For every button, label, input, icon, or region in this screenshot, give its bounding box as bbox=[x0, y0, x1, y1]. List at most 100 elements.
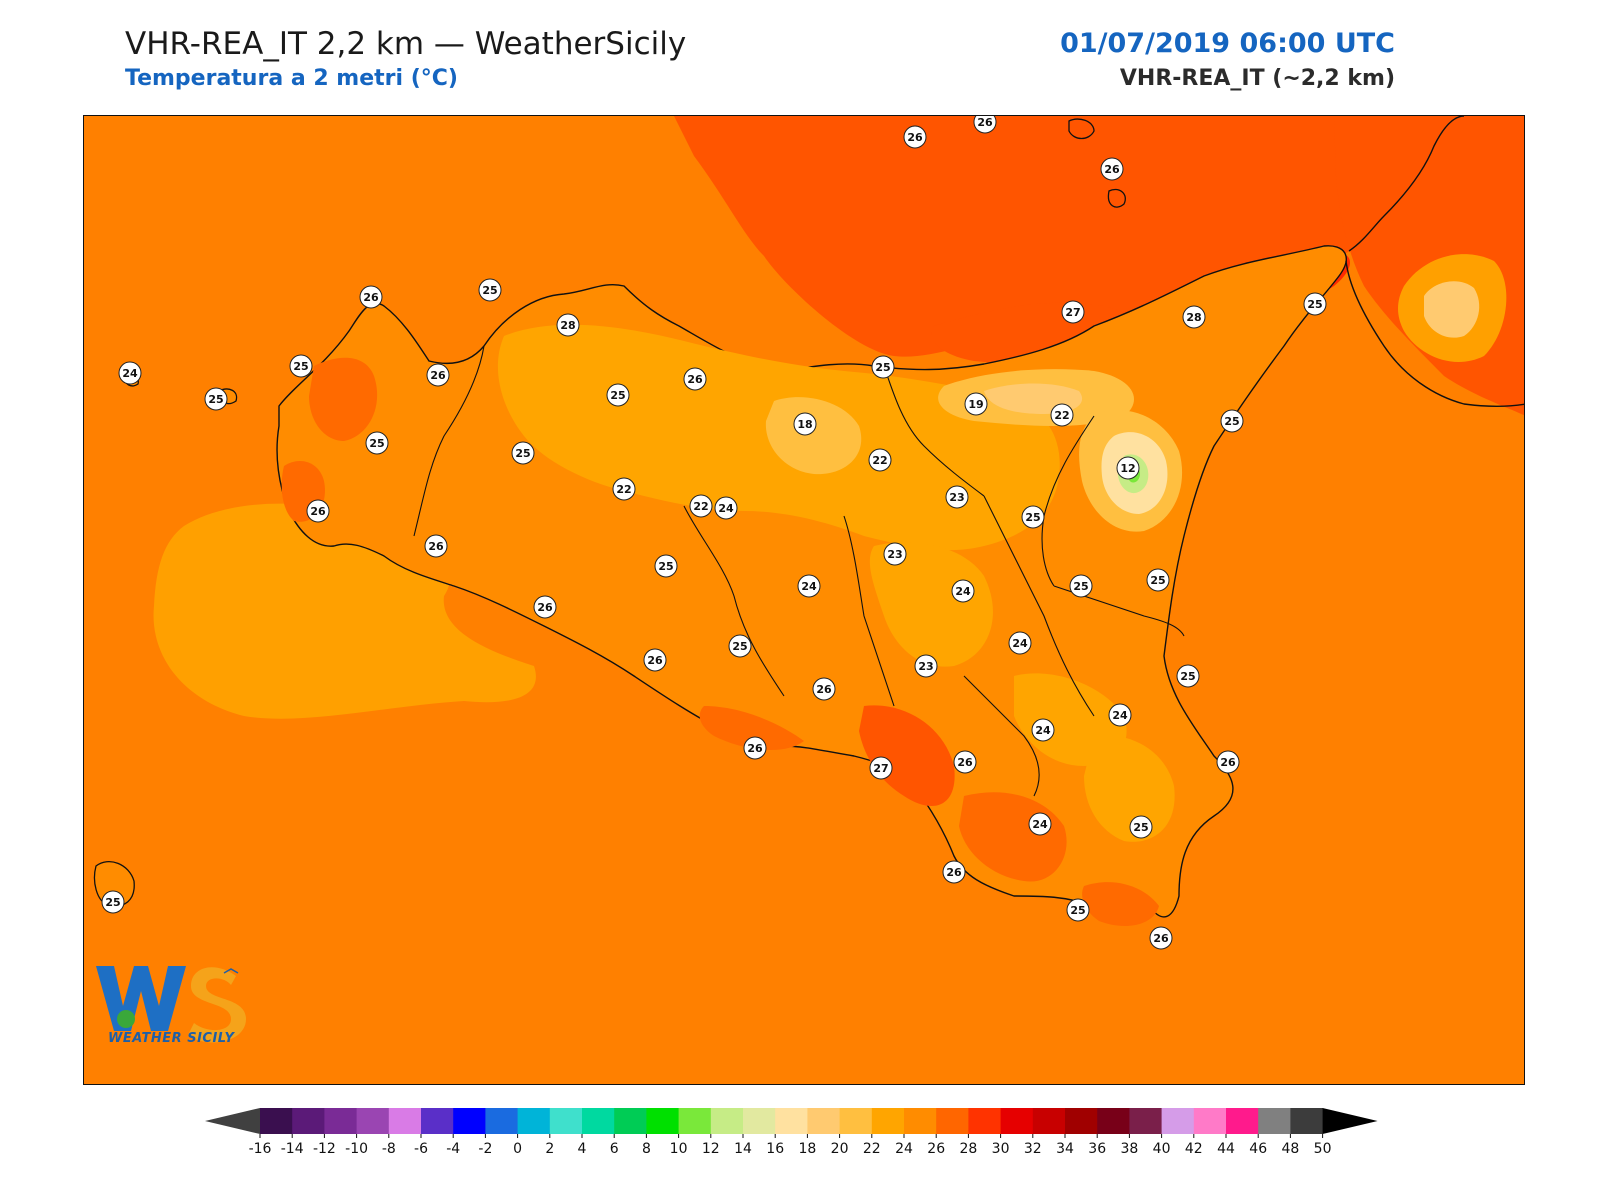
station-value: 25 bbox=[1307, 298, 1322, 311]
colorbar-tick-label: -16 bbox=[249, 1141, 272, 1157]
colorbar-segments bbox=[205, 1108, 1378, 1134]
colorbar-tick-label: 8 bbox=[642, 1141, 651, 1157]
station-marker: 25 bbox=[204, 387, 228, 411]
station-marker: 25 bbox=[1146, 568, 1170, 592]
colorbar-tick-label: 34 bbox=[1056, 1141, 1074, 1157]
station-circle bbox=[743, 736, 767, 760]
colorbar-segment bbox=[485, 1108, 519, 1134]
station-value: 23 bbox=[949, 491, 964, 504]
station-marker: 25 bbox=[478, 278, 502, 302]
colorbar-segment bbox=[517, 1108, 551, 1134]
station-value: 24 bbox=[801, 580, 817, 593]
colorbar-tick-label: 50 bbox=[1314, 1141, 1332, 1157]
colorbar-segment bbox=[968, 1108, 1002, 1134]
colorbar-segment bbox=[421, 1108, 454, 1134]
station-circle bbox=[359, 285, 383, 309]
station-marker: 26 bbox=[359, 285, 383, 309]
west-warm-zone bbox=[309, 357, 378, 441]
colorbar-segment bbox=[549, 1108, 583, 1134]
weathersicily-logo bbox=[96, 966, 246, 1043]
station-value: 24 bbox=[718, 502, 734, 515]
station-marker: 25 bbox=[1069, 574, 1093, 598]
station-circle bbox=[643, 648, 667, 672]
station-circle bbox=[683, 367, 707, 391]
station-circle bbox=[953, 750, 977, 774]
colorbar-tick-label: 14 bbox=[734, 1141, 752, 1157]
station-value: 26 bbox=[310, 505, 326, 518]
station-circle bbox=[868, 448, 892, 472]
station-circle bbox=[289, 354, 313, 378]
colorbar-segment bbox=[1226, 1108, 1259, 1134]
station-marker: 24 bbox=[118, 361, 142, 385]
colorbar-segment bbox=[1193, 1108, 1227, 1134]
station-value: 26 bbox=[537, 601, 553, 614]
station-value: 25 bbox=[732, 640, 747, 653]
header-left: VHR-REA_IT 2,2 km — WeatherSicily Temper… bbox=[125, 24, 686, 94]
station-marker: 26 bbox=[973, 116, 997, 134]
calabria-coast bbox=[1345, 116, 1524, 407]
temperature-map[interactable]: 26 26 26 24 26 25 25 28 25 27 28 25 26 25 26 25 25 22 19 22… bbox=[83, 115, 1525, 1085]
station-value: 26 bbox=[430, 369, 446, 382]
colorbar-tick-label: 4 bbox=[578, 1141, 587, 1157]
station-marker: 25 bbox=[101, 890, 125, 914]
colorbar-tick-label: -14 bbox=[281, 1141, 304, 1157]
station-circle bbox=[1146, 568, 1170, 592]
station-circle bbox=[728, 634, 752, 658]
station-marker: 27 bbox=[869, 756, 893, 780]
station-value: 23 bbox=[887, 548, 902, 561]
station-marker: 24 bbox=[951, 579, 975, 603]
station-marker: 26 bbox=[903, 125, 927, 149]
station-value: 27 bbox=[873, 762, 888, 775]
station-value: 24 bbox=[1032, 818, 1048, 831]
station-value: 26 bbox=[1153, 932, 1169, 945]
colorbar-segment bbox=[614, 1108, 647, 1134]
station-marker: 26 bbox=[643, 648, 667, 672]
station-value: 24 bbox=[955, 585, 971, 598]
station-value: 25 bbox=[1180, 670, 1195, 683]
station-value: 22 bbox=[872, 454, 887, 467]
station-marker: 25 bbox=[289, 354, 313, 378]
station-marker: 24 bbox=[1008, 631, 1032, 655]
colorbar-tick-label: 20 bbox=[831, 1141, 849, 1157]
colorbar-tick-label: 26 bbox=[927, 1141, 945, 1157]
station-circle bbox=[973, 116, 997, 134]
colorbar-segment bbox=[1258, 1108, 1291, 1134]
station-value: 25 bbox=[1224, 415, 1239, 428]
station-marker: 26 bbox=[533, 595, 557, 619]
header-right: 01/07/2019 06:00 UTC VHR-REA_IT (~2,2 km… bbox=[1060, 24, 1395, 94]
station-circle bbox=[1176, 664, 1200, 688]
station-value: 26 bbox=[363, 291, 379, 304]
temperature-colorbar: -16 -14 -12 -10 -8 -6 -4 -2 0 2 4 6 8 10 12 14 16 18 20 22 2… bbox=[205, 1108, 1378, 1157]
colorbar-segment bbox=[1097, 1108, 1130, 1134]
madonie-cool-zone bbox=[765, 397, 862, 475]
station-circle bbox=[964, 392, 988, 416]
station-marker: 25 bbox=[1129, 815, 1153, 839]
station-value: 25 bbox=[208, 393, 223, 406]
station-value: 26 bbox=[428, 540, 444, 553]
station-marker: 25 bbox=[1220, 409, 1244, 433]
station-marker: 23 bbox=[883, 542, 907, 566]
station-marker: 22 bbox=[1050, 403, 1074, 427]
station-circle bbox=[1028, 812, 1052, 836]
colorbar-tick-label: 30 bbox=[992, 1141, 1010, 1157]
station-circle bbox=[1066, 898, 1090, 922]
station-value: 24 bbox=[122, 367, 138, 380]
colorbar-segment bbox=[1000, 1108, 1034, 1134]
colorbar-tick-label: 2 bbox=[545, 1141, 554, 1157]
colorbar-tick-label: 42 bbox=[1185, 1141, 1203, 1157]
station-marker: 25 bbox=[1303, 292, 1327, 316]
station-circle bbox=[478, 278, 502, 302]
station-value: 25 bbox=[293, 360, 308, 373]
station-circle bbox=[1216, 750, 1240, 774]
station-marker: 26 bbox=[812, 677, 836, 701]
station-marker: 25 bbox=[654, 554, 678, 578]
station-value: 26 bbox=[1104, 163, 1120, 176]
station-value: 23 bbox=[918, 660, 933, 673]
station-circle bbox=[942, 860, 966, 884]
station-marker: 26 bbox=[942, 860, 966, 884]
station-value: 25 bbox=[515, 447, 530, 460]
colorbar-tick-label: 40 bbox=[1153, 1141, 1171, 1157]
colorbar-tick-label: 6 bbox=[610, 1141, 619, 1157]
colorbar-tick-label: 32 bbox=[1024, 1141, 1042, 1157]
station-marker: 27 bbox=[1061, 300, 1085, 324]
